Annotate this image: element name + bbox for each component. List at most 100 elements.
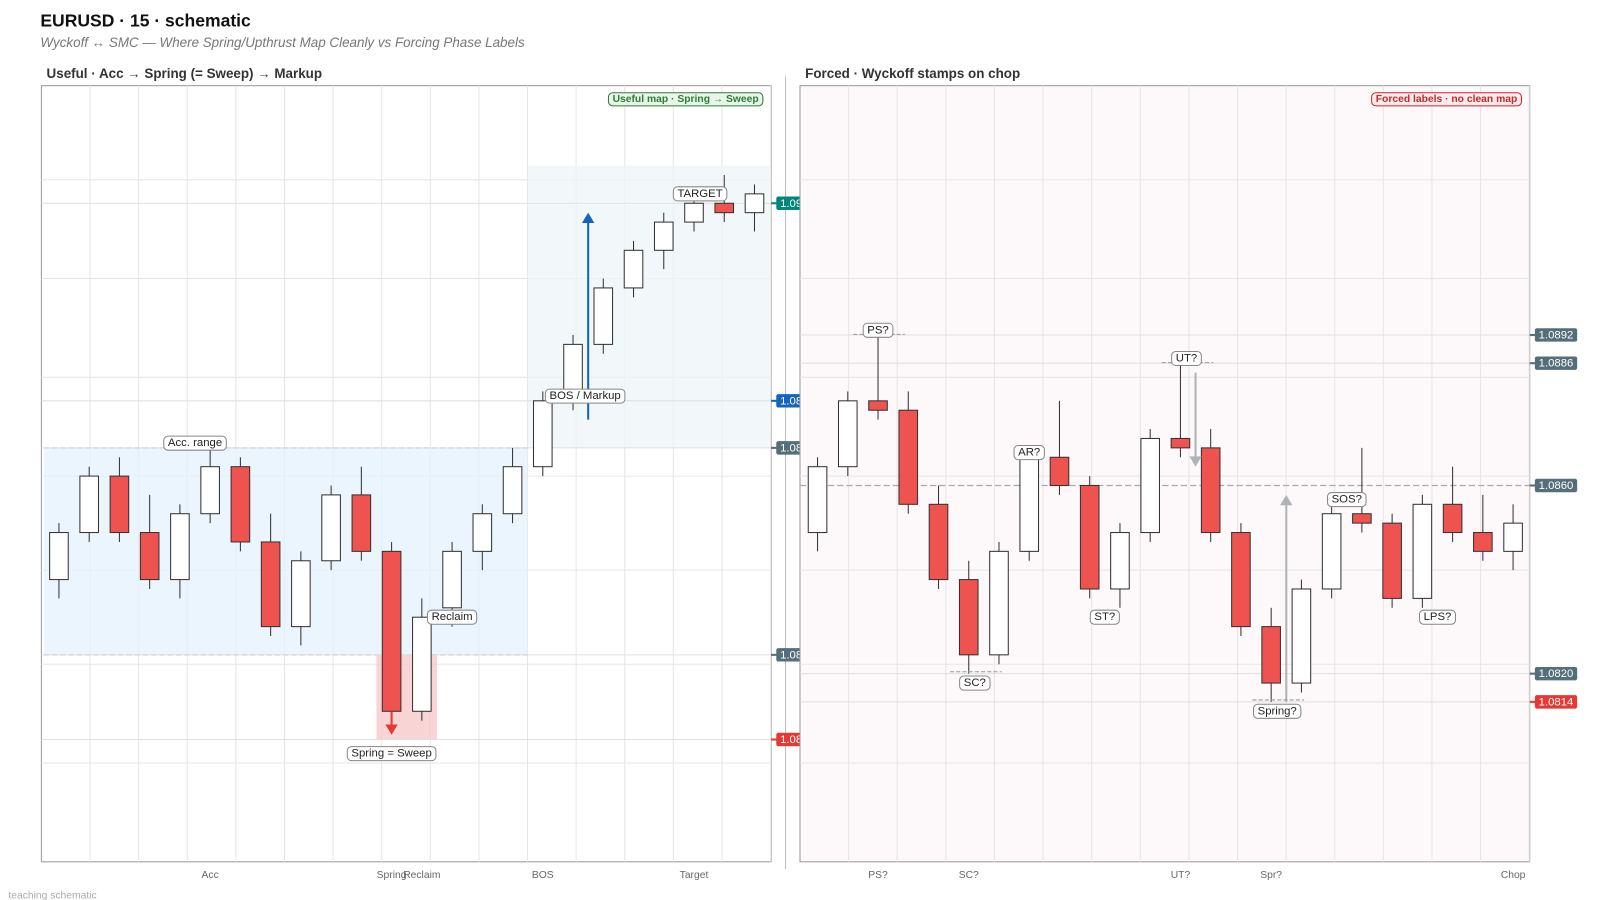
x-tick-label: SC? (959, 870, 979, 881)
candle-body (684, 202, 704, 223)
candle-body (351, 494, 372, 552)
label-box (1326, 492, 1367, 508)
label-box (1089, 609, 1120, 625)
label-box (1371, 92, 1522, 107)
label-box (1171, 350, 1202, 367)
candle-body (837, 400, 858, 468)
candle-body (1442, 503, 1463, 534)
candle-body (1170, 437, 1191, 449)
page-title: EURUSD · 15 · schematic (40, 10, 251, 30)
label-box (1253, 703, 1302, 719)
arrow-head (385, 724, 398, 735)
annotation: Spring = Sweep (351, 748, 431, 760)
x-tick-label: Chop (1501, 870, 1526, 881)
annotation: AR? (1018, 447, 1040, 459)
candle-body (714, 202, 735, 214)
candle-body (170, 513, 190, 581)
annotation: Reclaim (432, 611, 473, 623)
panel-title: Forced · Wyckoff stamps on chop (805, 66, 1020, 81)
candle-body (928, 503, 949, 581)
candle-body (1079, 484, 1100, 590)
label-box (607, 92, 764, 107)
level-label-box (1534, 478, 1578, 493)
candle-body (1019, 456, 1040, 552)
candle-body (1352, 513, 1372, 524)
annotation: BOS / Markup (550, 390, 621, 402)
arrow-head (1280, 494, 1293, 506)
candle-body (502, 466, 523, 515)
label-box (1013, 445, 1045, 461)
candle-body (744, 193, 765, 214)
annotation: PS? (867, 324, 888, 336)
candle-body (381, 550, 402, 712)
candle-body (593, 287, 614, 345)
x-tick-label: Target (680, 870, 709, 881)
level-label-box (1534, 356, 1578, 370)
label-box (544, 388, 626, 404)
candle-body (1261, 626, 1281, 684)
x-tick-label: UT? (1171, 870, 1191, 881)
badge: Useful map · Spring → Sweep (613, 94, 759, 105)
candle-body (1321, 513, 1342, 590)
level-label: 1.0814 (1539, 696, 1574, 708)
level-label: 1.0860 (1539, 480, 1574, 492)
candle-body (1291, 588, 1312, 684)
candle-body (653, 221, 674, 251)
x-tick-label: Spr? (1260, 870, 1282, 881)
candle-body (807, 466, 828, 534)
candle-body (1412, 503, 1433, 599)
candle-body (1140, 437, 1161, 534)
plot-background (799, 85, 1531, 863)
candle-body (49, 532, 69, 581)
footer: teaching schematic (8, 891, 96, 900)
label-box (163, 435, 227, 451)
candle-body (260, 541, 281, 628)
candle-body (1200, 447, 1221, 534)
candle-body (412, 616, 432, 712)
candle-body (230, 466, 251, 543)
panel-title: Useful · Acc → Spring (= Sweep) → Markup (47, 66, 323, 81)
level-label-box (1534, 328, 1578, 342)
candle-body (1110, 532, 1130, 590)
candle-body (1473, 532, 1493, 552)
x-tick-label: PS? (868, 870, 888, 881)
candle-body (623, 249, 644, 289)
candle-body (898, 409, 919, 505)
candle-body (1231, 532, 1251, 628)
candle-body (1382, 522, 1402, 599)
level-label: 1.0820 (1539, 668, 1574, 680)
level-label: 1.0892 (1539, 329, 1574, 341)
candle-body (989, 550, 1009, 656)
label-box (346, 746, 437, 762)
level-label-box (1534, 666, 1578, 681)
level-label: 1.0920 (780, 198, 815, 210)
level-label-box (1534, 695, 1578, 709)
label-box (426, 609, 478, 625)
annotation: SOS? (1332, 494, 1362, 506)
x-tick-label: BOS (532, 870, 554, 881)
candle-body (200, 466, 220, 515)
annotation: Spring? (1258, 705, 1297, 717)
label-box (1418, 609, 1457, 625)
annotation: ST? (1094, 611, 1115, 623)
label-box (959, 675, 991, 691)
annotation: UT? (1176, 352, 1197, 364)
candle-body (1049, 456, 1070, 487)
candle-body (79, 475, 99, 534)
candle-body (472, 513, 493, 552)
candle-body (321, 494, 341, 562)
annotation: TARGET (677, 188, 722, 200)
x-tick-label: Spring (377, 870, 407, 881)
arrow-head (581, 212, 595, 223)
annotation: SC? (964, 677, 986, 689)
candle-body (139, 532, 160, 581)
page-subtitle: Wyckoff ↔ SMC — Where Spring/Upthrust Ma… (40, 35, 525, 50)
badge: Forced labels · no clean map (1376, 94, 1518, 105)
candle-body (532, 400, 553, 468)
x-tick-label: Acc (202, 870, 219, 881)
candle-body (868, 400, 888, 411)
candle-body (442, 550, 462, 609)
label-box (862, 322, 894, 338)
